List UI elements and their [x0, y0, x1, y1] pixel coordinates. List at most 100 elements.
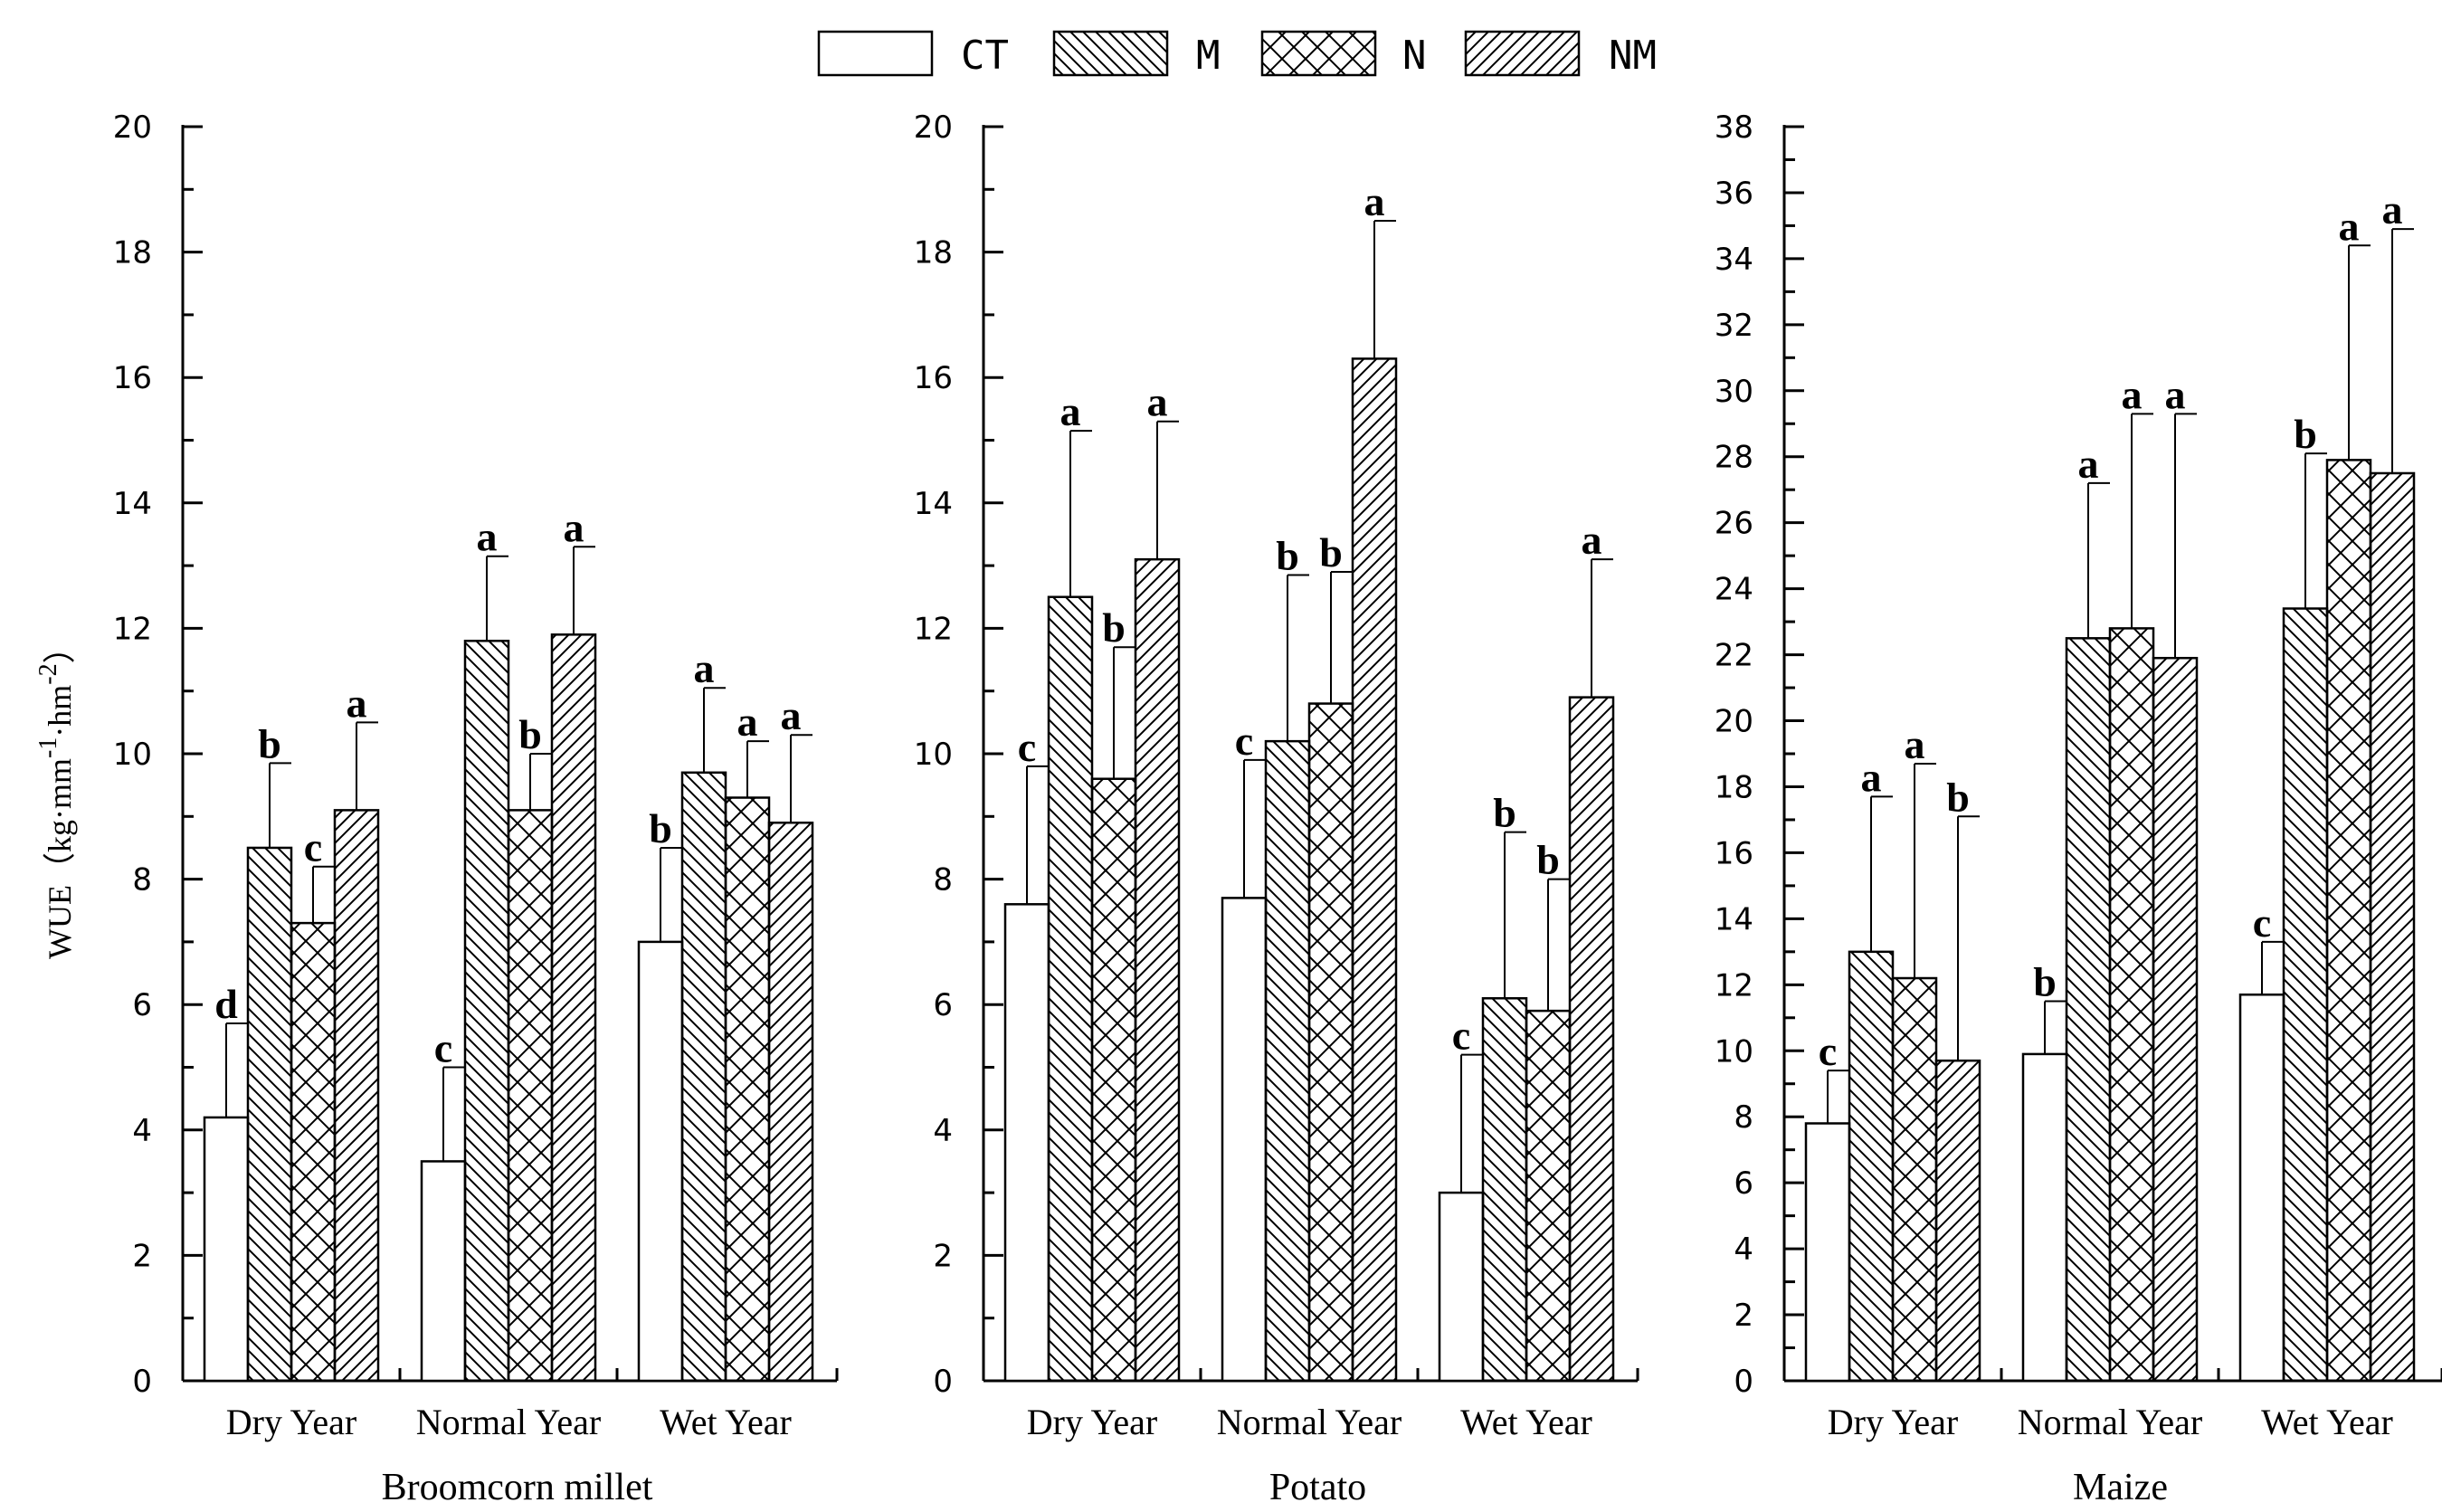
y-axis-label-sup1: -1	[34, 737, 62, 758]
y-tick-label: 4	[132, 1113, 152, 1149]
bar-nm-normal-year	[1351, 357, 1398, 1383]
y-tick-label: 2	[132, 1238, 152, 1274]
significance-letter: b	[518, 711, 542, 757]
y-tick-label: 10	[1715, 1033, 1753, 1070]
y-tick-label: 0	[132, 1364, 152, 1400]
legend-swatch-ct	[817, 30, 934, 77]
legend-label-nm: NM	[1609, 33, 1657, 79]
y-tick-label: 30	[1715, 374, 1753, 410]
y-tick-label: 12	[1715, 967, 1753, 1003]
significance-letter: a	[2165, 371, 2186, 417]
y-axis-label-close: ）	[42, 631, 78, 663]
x-category-label: Dry Year	[1828, 1402, 1958, 1442]
bar-n-dry-year	[290, 921, 337, 1383]
bar-nm-wet-year	[767, 821, 814, 1383]
x-category-label: Dry Year	[1027, 1402, 1157, 1442]
y-tick-label: 16	[914, 360, 953, 396]
y-tick-label: 12	[113, 611, 152, 647]
significance-letter: c	[434, 1025, 452, 1071]
legend-swatch-n	[1260, 30, 1377, 77]
bar-m-normal-year	[2065, 637, 2112, 1383]
legend-item-ct: CT	[817, 30, 1009, 79]
significance-letter: a	[2078, 441, 2099, 487]
y-tick-label: 20	[113, 109, 152, 146]
y-tick-label: 2	[933, 1238, 953, 1274]
significance-letter: c	[1235, 718, 1253, 764]
bar-nm-dry-year	[1134, 557, 1181, 1383]
significance-letter: d	[214, 981, 238, 1027]
legend-swatch-nm	[1464, 30, 1581, 77]
y-tick-label: 6	[933, 987, 953, 1023]
significance-letter: a	[1060, 388, 1081, 434]
legend-label-ct: CT	[961, 33, 1009, 79]
bar-n-dry-year	[1090, 777, 1137, 1383]
bar-nm-normal-year	[2152, 656, 2199, 1383]
legend-swatch-m	[1052, 30, 1169, 77]
y-tick-label: 14	[914, 486, 953, 522]
y-tick-label: 12	[914, 611, 953, 647]
bar-m-normal-year	[463, 640, 510, 1383]
crop-title: Maize	[2073, 1467, 2168, 1508]
y-tick-label: 10	[113, 737, 152, 773]
bar-nm-wet-year	[2369, 471, 2416, 1383]
y-tick-label: 18	[1715, 769, 1753, 805]
y-tick-label: 18	[113, 235, 152, 271]
legend-label-n: N	[1402, 33, 1427, 79]
y-axis-label-mid: ·hm	[42, 685, 78, 737]
y-axis-label-main: WUE（kg·mm	[42, 758, 78, 959]
y-tick-label: 22	[1715, 638, 1753, 674]
significance-letter: b	[1536, 837, 1560, 883]
significance-letter: a	[1582, 517, 1602, 563]
y-tick-label: 20	[914, 109, 953, 146]
y-tick-label: 34	[1715, 242, 1753, 278]
chart-panel-broomcorn-millet: 0 2 4 6 8 10 12 14 16 18 20 d b c a Dry Year c a b a Normal …	[113, 109, 839, 1508]
bar-ct-dry-year	[1003, 903, 1050, 1383]
significance-letter: a	[1147, 379, 1168, 425]
bar-ct-dry-year	[1804, 1122, 1851, 1383]
significance-letter: a	[1905, 721, 1925, 767]
y-tick-label: 0	[1734, 1364, 1753, 1400]
significance-letter: b	[1319, 529, 1343, 575]
x-category-label: Normal Year	[1217, 1402, 1402, 1442]
x-category-label: Wet Year	[2261, 1402, 2393, 1442]
y-tick-label: 8	[132, 862, 152, 899]
bar-nm-dry-year	[1934, 1059, 1981, 1383]
x-category-label: Wet Year	[1460, 1402, 1592, 1442]
bar-nm-wet-year	[1568, 696, 1615, 1383]
bar-n-wet-year	[1525, 1009, 1572, 1383]
bar-ct-normal-year	[420, 1160, 467, 1383]
x-category-label: Normal Year	[2018, 1402, 2202, 1442]
y-tick-label: 6	[132, 987, 152, 1023]
y-tick-label: 4	[1734, 1231, 1753, 1268]
y-tick-label: 4	[933, 1113, 953, 1149]
y-tick-label: 0	[933, 1364, 953, 1400]
bar-nm-dry-year	[333, 809, 380, 1383]
significance-letter: c	[304, 824, 322, 870]
y-tick-label: 16	[113, 360, 152, 396]
x-category-label: Normal Year	[416, 1402, 601, 1442]
y-tick-label: 6	[1734, 1165, 1753, 1202]
x-category-label: Wet Year	[660, 1402, 792, 1442]
significance-letter: b	[649, 805, 672, 851]
y-tick-label: 36	[1715, 176, 1753, 212]
x-category-label: Dry Year	[226, 1402, 356, 1442]
significance-letter: b	[2294, 411, 2317, 457]
y-tick-label: 18	[914, 235, 953, 271]
bar-m-dry-year	[1848, 950, 1895, 1383]
bar-ct-wet-year	[637, 940, 684, 1383]
legend-item-n: N	[1260, 30, 1427, 79]
bar-m-dry-year	[1047, 595, 1094, 1383]
legend-item-m: M	[1052, 30, 1221, 79]
chart-panel-maize: 02468101214161820222426283032343638caabD…	[1715, 109, 2442, 1508]
y-tick-label: 8	[933, 862, 953, 899]
significance-letter: b	[1276, 532, 1299, 578]
y-tick-label: 28	[1715, 440, 1753, 476]
significance-letter: a	[1861, 754, 1882, 800]
bar-m-wet-year	[1481, 997, 1528, 1383]
y-axis-label: WUE（kg·mm-1·hm-2）	[34, 631, 78, 959]
bar-m-dry-year	[246, 846, 293, 1383]
significance-letter: a	[477, 514, 498, 560]
y-tick-label: 32	[1715, 308, 1753, 344]
y-tick-label: 16	[1715, 835, 1753, 871]
